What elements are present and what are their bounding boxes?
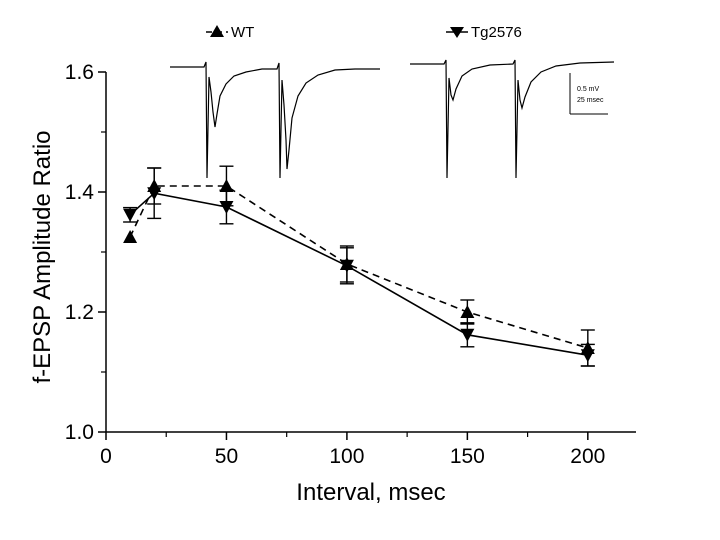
data-point <box>460 305 475 318</box>
series-wt <box>123 165 595 367</box>
tg-trace <box>410 59 615 179</box>
series-line <box>129 192 588 356</box>
data-point <box>219 201 234 214</box>
y-axis-title: f-EPSP Amplitude Ratio <box>29 130 56 383</box>
legend-wt-marker <box>210 25 224 37</box>
data-point <box>123 230 138 243</box>
x-ticks: 0 50 100 150 200 <box>100 432 605 468</box>
data-point <box>147 187 162 201</box>
legend: WT Tg2576 <box>206 24 522 41</box>
x-tick-label: 100 <box>329 445 364 468</box>
axes <box>105 72 636 433</box>
series-layer <box>123 165 595 367</box>
scale-bar-time-label: 25 msec <box>577 97 604 104</box>
y-tick-label: 1.2 <box>65 301 94 324</box>
legend-wt-label: WT <box>231 24 254 41</box>
x-axis-title: Interval, msec <box>296 479 445 506</box>
x-tick-label: 150 <box>450 445 485 468</box>
y-tick-label: 1.0 <box>65 421 94 444</box>
y-tick-label: 1.6 <box>65 61 94 84</box>
scale-bar-voltage-label: 0.5 mV <box>577 86 600 93</box>
data-point <box>339 259 354 273</box>
x-tick-label: 50 <box>215 445 238 468</box>
legend-item-tg2576: Tg2576 <box>446 24 522 41</box>
legend-item-wt: WT <box>206 24 254 41</box>
x-tick-label: 0 <box>100 445 112 468</box>
inset-traces <box>170 59 615 179</box>
data-point <box>219 179 234 192</box>
x-tick-label: 200 <box>570 445 605 468</box>
series-tg2576 <box>123 167 595 367</box>
wt-trace <box>170 61 380 179</box>
scale-bar: 0.5 mV 25 msec <box>569 73 608 115</box>
legend-tg-marker <box>450 27 464 38</box>
legend-tg-label: Tg2576 <box>471 24 522 41</box>
data-point <box>123 208 138 222</box>
series-line <box>129 185 589 349</box>
y-ticks: 1.0 1.2 1.4 1.6 <box>65 61 106 444</box>
y-tick-label: 1.4 <box>65 181 95 204</box>
data-point <box>460 328 475 342</box>
data-point <box>580 349 595 363</box>
